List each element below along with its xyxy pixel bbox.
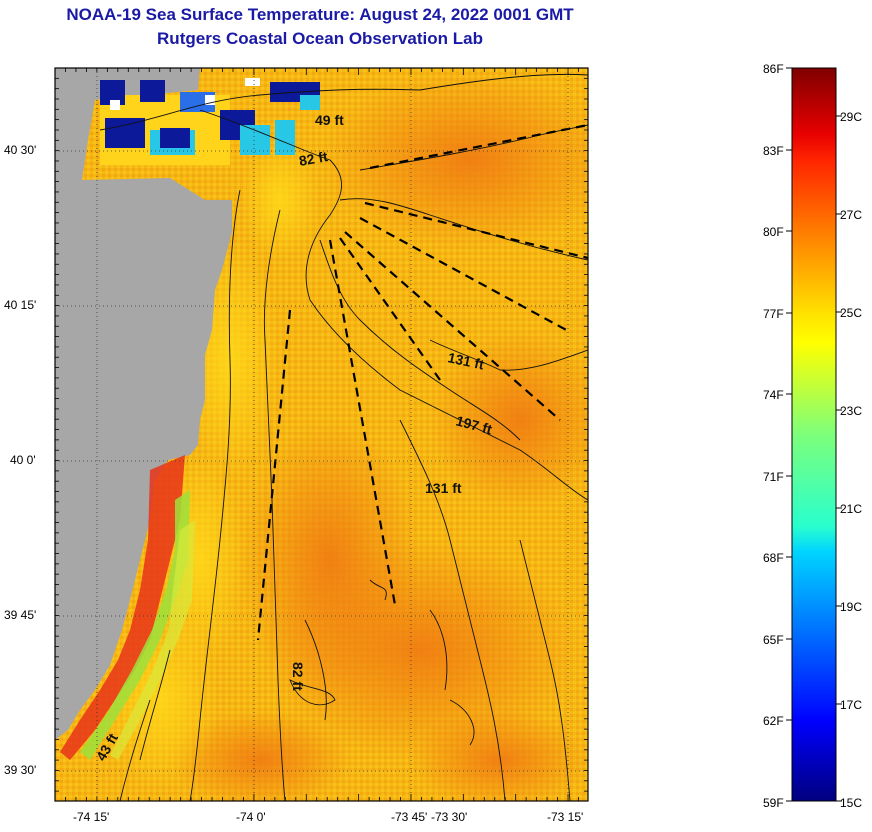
chart-title: NOAA-19 Sea Surface Temperature: August … xyxy=(66,5,574,24)
lat-label: 40 15' xyxy=(4,298,37,312)
colorbar-c-label: 25C xyxy=(840,306,863,320)
lon-label: -73 15' xyxy=(547,810,584,824)
colorbar-c-label: 19C xyxy=(840,600,863,614)
lon-label: -73 45' xyxy=(391,810,428,824)
colorbar-f-label: 74F xyxy=(763,388,784,402)
contour-label: 131 ft xyxy=(425,480,462,496)
colorbar-f-label: 59F xyxy=(763,796,784,810)
colorbar-c-label: 29C xyxy=(840,110,863,124)
colorbar-c-label: 27C xyxy=(840,208,863,222)
land-area xyxy=(55,68,232,740)
lon-label: -73 30' xyxy=(431,810,468,824)
lon-label: -74 15' xyxy=(73,810,110,824)
colorbar xyxy=(791,67,837,802)
frame-ticks xyxy=(54,67,588,801)
colorbar-f-label: 77F xyxy=(763,307,784,321)
lat-label: 39 45' xyxy=(4,608,37,622)
contour-label: 82 ft xyxy=(290,662,306,691)
lon-label: -74 0' xyxy=(236,810,266,824)
lat-label: 39 30' xyxy=(4,763,37,777)
chart-subtitle: Rutgers Coastal Ocean Observation Lab xyxy=(157,29,483,48)
colorbar-f-label: 80F xyxy=(763,225,784,239)
map-frame xyxy=(54,67,589,802)
colorbar-c-label: 23C xyxy=(840,404,863,418)
colorbar-f-label: 65F xyxy=(763,633,784,647)
lat-label: 40 0' xyxy=(10,453,36,467)
colorbar-f-label: 86F xyxy=(763,62,784,76)
colorbar-f-label: 71F xyxy=(763,470,784,484)
colorbar-f-label: 83F xyxy=(763,144,784,158)
colorbar-c-label: 21C xyxy=(840,502,863,516)
colorbar-f-label: 68F xyxy=(763,551,784,565)
contour-label: 131 ft xyxy=(446,349,485,372)
contour-label: 49 ft xyxy=(315,112,344,128)
colorbar-f-label: 62F xyxy=(763,714,784,728)
contour-label: 82 ft xyxy=(298,148,329,169)
colorbar-c-label: 17C xyxy=(840,698,863,712)
lat-label: 40 30' xyxy=(4,143,37,157)
colorbar-c-label: 15C xyxy=(840,796,863,810)
